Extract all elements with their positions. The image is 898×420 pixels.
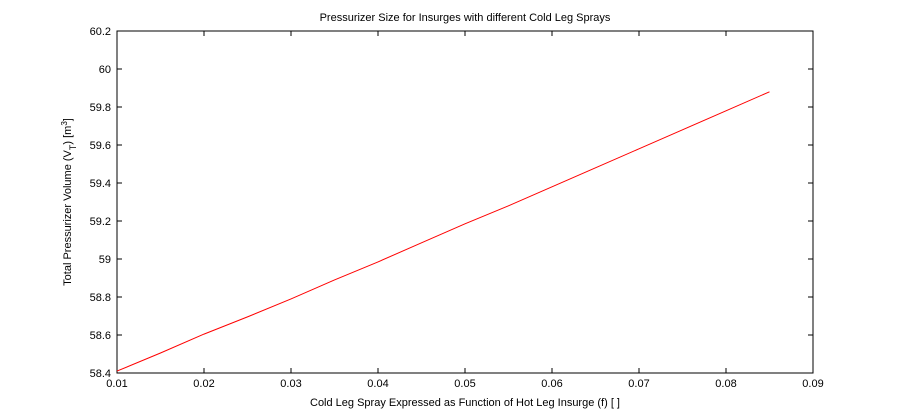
y-tick-label: 59: [99, 254, 111, 266]
y-tick-label: 58.8: [90, 292, 111, 304]
x-tick-label: 0.01: [106, 378, 127, 390]
y-tick-label: 59.6: [90, 140, 111, 152]
y-tick-label: 60.2: [90, 26, 111, 38]
x-tick-label: 0.08: [715, 378, 736, 390]
x-axis-label: Cold Leg Spray Expressed as Function of …: [310, 397, 620, 409]
x-tick-label: 0.03: [280, 378, 301, 390]
chart-title: Pressurizer Size for Insurges with diffe…: [320, 12, 611, 24]
y-tick-label: 59.4: [90, 178, 111, 190]
series-group: [116, 91, 770, 372]
x-tick-label: 0.09: [802, 378, 823, 390]
x-tick-label: 0.07: [628, 378, 649, 390]
series-line: [116, 91, 770, 372]
y-axis-label: Total Pressurizer Volume (VT) [m3]: [60, 118, 79, 286]
y-tick-label: 59.2: [90, 216, 111, 228]
x-tick-label: 0.02: [193, 378, 214, 390]
x-tick-label: 0.05: [454, 378, 475, 390]
x-tick-label: 0.06: [541, 378, 562, 390]
y-tick-label: 58.6: [90, 330, 111, 342]
x-tick-label: 0.04: [367, 378, 388, 390]
y-tick-label: 58.4: [90, 368, 111, 380]
tick-group: 0.01 0.02 0.03 0.04 0.05 0.06 0.07 0.08 0.09 58.4…: [90, 26, 824, 390]
y-tick-label: 60: [99, 64, 111, 76]
y-tick-label: 59.8: [90, 102, 111, 114]
plot-area: [116, 30, 814, 374]
